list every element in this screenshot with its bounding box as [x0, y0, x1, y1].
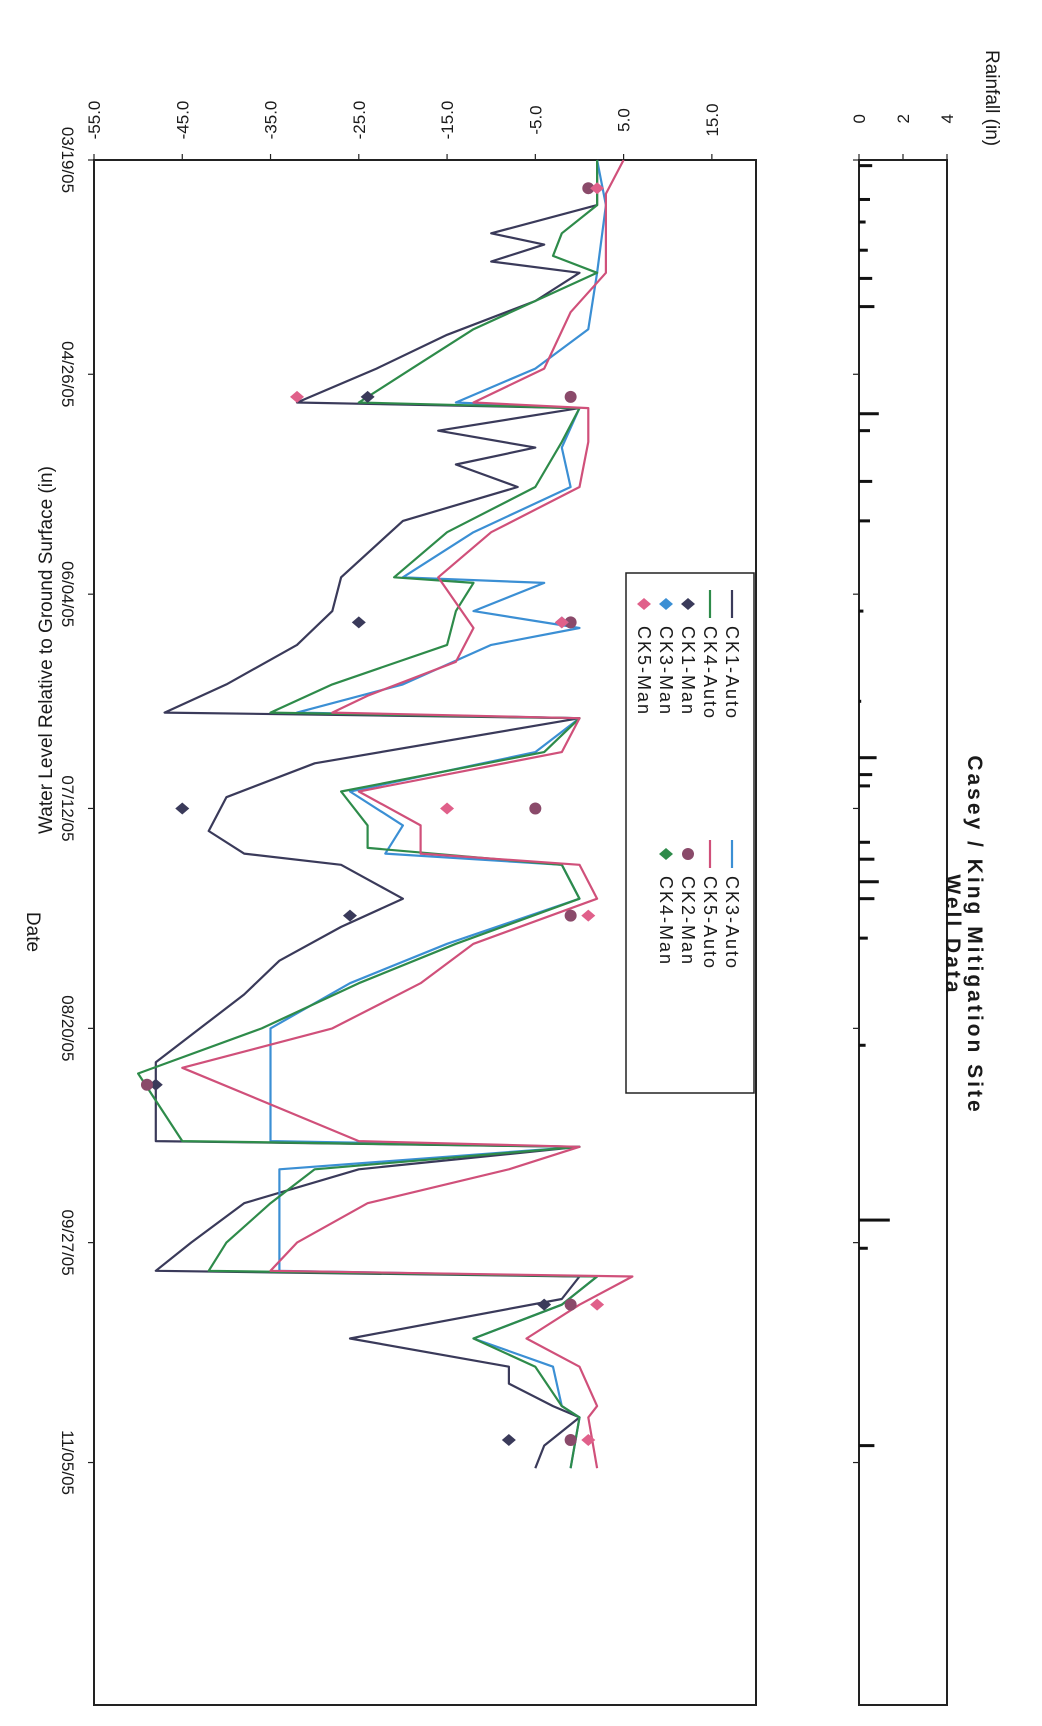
x-tick-label: 06/04/05 — [58, 561, 77, 627]
marker-ck5-man — [290, 390, 305, 403]
rainfall-bar — [859, 519, 870, 523]
rainfall-bar — [859, 1043, 866, 1047]
legend-swatch-diamond — [637, 598, 651, 610]
rainfall-bar — [858, 305, 875, 309]
rainfall-bar — [858, 773, 873, 777]
legend-label: CK5-Auto — [700, 876, 720, 970]
legend-label: CK3-Auto — [722, 876, 742, 970]
marker-ck2-man — [564, 1298, 577, 1311]
x-tick-label: 09/27/05 — [58, 1210, 77, 1276]
rainfall-bar — [858, 897, 875, 901]
marker-ck1-man — [501, 1433, 516, 1446]
y-tick-label: -35.0 — [262, 101, 281, 140]
y-tick-label: -5.0 — [526, 105, 545, 134]
rainfall-bar — [859, 936, 868, 940]
rainfall-bar — [858, 609, 864, 613]
series-line-ck5-auto — [181, 159, 634, 1469]
rainfall-bar — [859, 880, 879, 884]
marker-ck2-man — [140, 1078, 153, 1091]
x-tick-label: 11/05/05 — [58, 1430, 77, 1495]
marker-ck5-man — [440, 802, 455, 815]
legend-label: CK1-Man — [678, 626, 698, 716]
rainfall-bar — [859, 197, 870, 201]
marker-ck1-man — [537, 1298, 552, 1311]
legend-label: CK3-Man — [656, 626, 676, 716]
rainfall-bar — [858, 276, 873, 280]
rainfall-bar — [859, 784, 870, 788]
water-level-y-ticks: -55.0 -45.0 -35.0 -25.0 -15.0 -5.0 5.0 15.0 — [85, 101, 722, 160]
rainfall-bar — [858, 699, 862, 703]
rainfall-bar — [859, 1218, 890, 1222]
rainfall-bars — [858, 160, 890, 1705]
rainfall-bar — [858, 857, 875, 861]
chart-subtitle: Well Data — [941, 874, 964, 995]
marker-ck2-man — [529, 802, 542, 815]
rainfall-bar — [858, 164, 873, 168]
marker-ck2-man — [564, 616, 577, 629]
x-tick-label: 03/19/05 — [58, 127, 77, 193]
legend-label: CK5-Man — [634, 626, 654, 716]
marker-ck1-man — [148, 1078, 163, 1091]
legend-label: CK4-Man — [656, 876, 676, 966]
marker-ck2-man — [564, 909, 577, 922]
y-tick-label: 15.0 — [703, 103, 722, 136]
rainfall-bar — [859, 429, 870, 433]
marker-ck1-man — [342, 909, 357, 922]
rainfall-bar — [858, 479, 873, 483]
marker-ck1-man — [351, 616, 366, 629]
rainfall-tick-label: 4 — [938, 114, 957, 123]
water-level-axis-title: Water Level Relative to Ground Surface (… — [36, 466, 57, 834]
water-level-plot-frame — [93, 159, 757, 1706]
marker-ck1-man — [175, 802, 190, 815]
legend-box — [625, 572, 755, 1094]
chart-title: Casey / King Mitigation Site — [963, 755, 986, 1114]
marker-ck2-man — [582, 182, 595, 195]
rainfall-bar — [858, 1444, 875, 1448]
legend-swatch-circle — [682, 848, 694, 860]
x-tick-label: 04/26/05 — [58, 341, 77, 407]
series-line-ck1-auto — [154, 160, 599, 1469]
marker-ck5-man — [581, 1433, 596, 1446]
legend-swatch-diamond — [681, 598, 695, 610]
date-x-ticks: 03/19/05 04/26/05 06/04/05 07/12/05 08/20/05… — [58, 127, 859, 1495]
marker-ck5-man — [554, 616, 569, 629]
marker-ck5-man — [581, 909, 596, 922]
rainfall-bar — [859, 412, 879, 416]
rainfall-bar — [859, 756, 877, 760]
marker-ck5-man — [590, 1298, 605, 1311]
x-tick-label: 07/12/05 — [58, 775, 77, 841]
water-level-series — [137, 159, 634, 1469]
rainfall-axis-title: Rainfall (in) — [981, 50, 1002, 146]
rainfall-y-ticks: 0 2 4 — [850, 114, 957, 160]
marker-ck2-man — [564, 1433, 577, 1446]
x-tick-label: 08/20/05 — [58, 995, 77, 1061]
rainfall-bar — [859, 840, 870, 844]
date-axis-title: Date — [22, 912, 43, 952]
legend-label: CK4-Auto — [700, 626, 720, 720]
rainfall-bar — [859, 248, 868, 252]
rainfall-tick-label: 2 — [894, 114, 913, 123]
y-tick-label: -25.0 — [350, 101, 369, 140]
rainfall-bar — [859, 220, 866, 224]
marker-ck1-man — [360, 390, 375, 403]
marker-ck2-man — [564, 390, 577, 403]
y-tick-label: 5.0 — [615, 108, 634, 132]
y-tick-label: -55.0 — [85, 101, 104, 140]
manual-markers — [140, 182, 605, 1446]
legend-swatch-diamond — [659, 598, 673, 610]
y-tick-label: -15.0 — [438, 101, 457, 140]
marker-ck5-man — [590, 182, 605, 195]
y-tick-label: -45.0 — [173, 101, 192, 140]
rainfall-bar — [859, 1246, 868, 1250]
rainfall-tick-label: 0 — [850, 114, 869, 123]
legend-label: CK2-Man — [678, 876, 698, 966]
legend-label: CK1-Auto — [722, 626, 742, 720]
legend-swatch-diamond — [659, 848, 673, 860]
